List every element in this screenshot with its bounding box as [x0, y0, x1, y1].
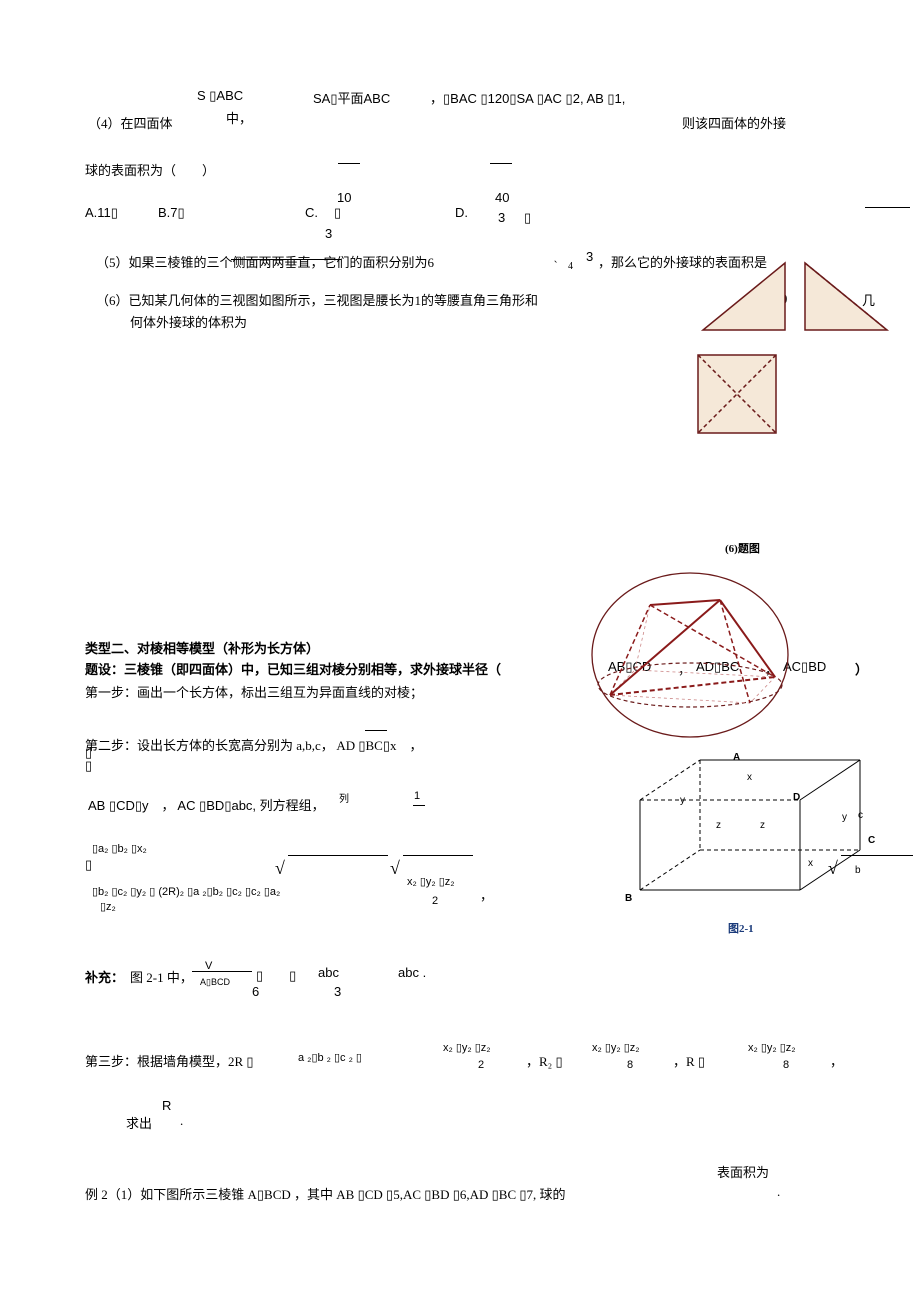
step3-a: 第三步：根据墙角模型，2R ▯ — [85, 1051, 254, 1070]
step3-h-pre: ，R ▯ — [673, 1051, 705, 1070]
sqrt-sign-1: √ — [275, 858, 285, 879]
type2-frac1-b: 1 — [414, 790, 420, 802]
q5-d: 3 — [586, 249, 593, 264]
type2-tishe-prefix: 题设：三棱锥（即四面体）中，已知三组对棱分别相等，求外接球半径（ — [85, 659, 501, 678]
q6-line2: 何体外接球的体积为 — [130, 312, 247, 331]
q4-optC-prefix: C. — [305, 205, 318, 220]
frag-sabc: S ▯ABC — [197, 88, 243, 104]
q4-optD-suffix: ▯ — [524, 210, 531, 226]
type2-eq-l1: ▯a₂ ▯b₂ ▯x₂ — [92, 842, 147, 855]
step3-d: 2 — [478, 1059, 484, 1071]
type2-step2c: ▯ — [85, 758, 92, 774]
type2-step1: 第一步：画出一个长方体，标出三组互为异面直线的对棱； — [85, 682, 423, 701]
sqrt-den-2: 2 — [432, 895, 438, 907]
q5-text-a: （5）如果三棱锥的三个侧面两两垂直，它们的面积分别为6 — [96, 252, 434, 271]
fig-x2: x — [808, 858, 813, 869]
type2-eq-l1b: ▯ — [85, 857, 92, 873]
fig-B: B — [625, 893, 632, 904]
sqrt-bar-2 — [403, 855, 473, 856]
fig-C: C — [868, 835, 875, 846]
q4-optC-suffix: ▯ — [334, 205, 341, 221]
fig-A: A — [733, 752, 740, 763]
sqrt-expr-2: x₂ ▯y₂ ▯z₂ — [407, 875, 455, 888]
q5-b: 4 — [568, 261, 573, 272]
fig21-caption: 图2-1 — [728, 920, 754, 936]
q4-blank-line-1 — [338, 163, 360, 164]
sqrt-comma-2: ， — [480, 885, 493, 904]
buchong-g: abc . — [398, 965, 426, 980]
q6-caption: (6)题图 — [725, 540, 760, 556]
type2-eq-l3: ▯z₂ — [100, 900, 116, 913]
type2-heading: 类型二、对棱相等模型（补形为长方体） — [85, 638, 319, 657]
type2-step2-bar — [365, 730, 387, 731]
type2-step2-line3: AB ▯CD▯y ， AC ▯BD▯abc, 列方程组， — [88, 795, 325, 814]
q4-blank-line-2 — [490, 163, 512, 164]
q4-optD-den: 3 — [498, 210, 505, 225]
step3-c: x₂ ▯y₂ ▯z₂ — [443, 1041, 491, 1054]
qiuchu-c: . — [180, 1113, 183, 1129]
fig-c: c — [858, 810, 863, 821]
q4-optD-prefix: D. — [455, 205, 468, 220]
step3-i: x₂ ▯y₂ ▯z₂ — [748, 1041, 796, 1054]
circle-polyhedron-svg — [575, 565, 805, 740]
fig-y1: y — [680, 795, 685, 806]
fig-y2: y — [842, 812, 847, 823]
step3-g: 8 — [627, 1059, 633, 1071]
buchong-h: 6 — [252, 984, 259, 999]
qiuchu-a: 求出 — [126, 1113, 152, 1132]
fig-D: D — [793, 792, 800, 803]
q4-optA: A.11▯ — [85, 205, 118, 221]
q6-triangles-svg — [695, 255, 895, 345]
type2-tishe-suffix: ） — [855, 659, 868, 678]
qiuchu-b: R — [162, 1098, 171, 1113]
step3-b: a ₂▯b ₂ ▯c ₂ ▯ — [298, 1051, 362, 1064]
ex2-text: 例 2（1）如下图所示三棱锥 A▯BCD ，其中 AB ▯CD ▯5,AC ▯B… — [85, 1184, 566, 1203]
q4-suffix: 则该四面体的外接 — [682, 113, 786, 132]
q6-square-svg — [693, 350, 783, 440]
step3-e-pre: ，R₂ ▯ — [526, 1051, 563, 1070]
step3-j: 8 — [783, 1059, 789, 1071]
q4-prefix: （4）在四面体 — [88, 113, 173, 132]
q4-optC-num: 10 — [337, 190, 351, 205]
buchong-strike — [192, 971, 252, 972]
buchong-i: 3 — [334, 984, 341, 999]
type2-frac1-bar — [413, 805, 425, 806]
frag-sa-plane: SA▯平面ABC — [313, 88, 390, 107]
q5-c: 、 — [554, 254, 562, 265]
q4-optC-den: 3 — [325, 226, 332, 241]
q4-line2: 球的表面积为（ ） — [85, 160, 215, 179]
buchong-f: abc — [318, 965, 339, 980]
q5-underline — [231, 259, 341, 260]
buchong-e: ▯ ▯ — [256, 965, 296, 984]
q4-optD-num: 40 — [495, 190, 509, 205]
buchong-a: 补充： — [85, 967, 124, 986]
sqrt-sign-2: √ — [390, 858, 400, 879]
fig-z1: z — [716, 820, 721, 831]
ex2-dot: . — [777, 1184, 780, 1200]
buchong-b: 图 2-1 中， — [130, 967, 193, 986]
type2-eq-l2: ▯b₂ ▯c₂ ▯y₂ ▯ (2R)₂ ▯a ₂▯b₂ ▯c₂ ▯c₂ ▯a₂ — [92, 885, 280, 898]
q4-optB: B.7▯ — [158, 205, 185, 221]
q6-line1: （6）已知某几何体的三视图如图所示，三视图是腰长为1的等腰直角三角形和 — [96, 290, 538, 309]
ex2-tail: 表面积为 — [717, 1162, 769, 1181]
type2-step2a: 第二步：设出长方体的长宽高分别为 a,b,c， AD ▯BC▯x ， — [85, 735, 423, 754]
cuboid-fig21-svg — [625, 745, 880, 920]
buchong-d: A▯BCD — [200, 977, 230, 988]
q4-answer-line — [865, 207, 910, 208]
step3-f: x₂ ▯y₂ ▯z₂ — [592, 1041, 640, 1054]
sqrt-bar-1 — [288, 855, 388, 856]
fig-z2: z — [760, 820, 765, 831]
type2-frac1-a: 列 — [339, 790, 349, 805]
frag-bac: ，▯BAC ▯120▯SA ▯AC ▯2, AB ▯1, — [430, 88, 625, 107]
q4-middle: 中， — [226, 108, 252, 127]
fig-x1: x — [747, 772, 752, 783]
step3-k: ， — [830, 1051, 843, 1070]
